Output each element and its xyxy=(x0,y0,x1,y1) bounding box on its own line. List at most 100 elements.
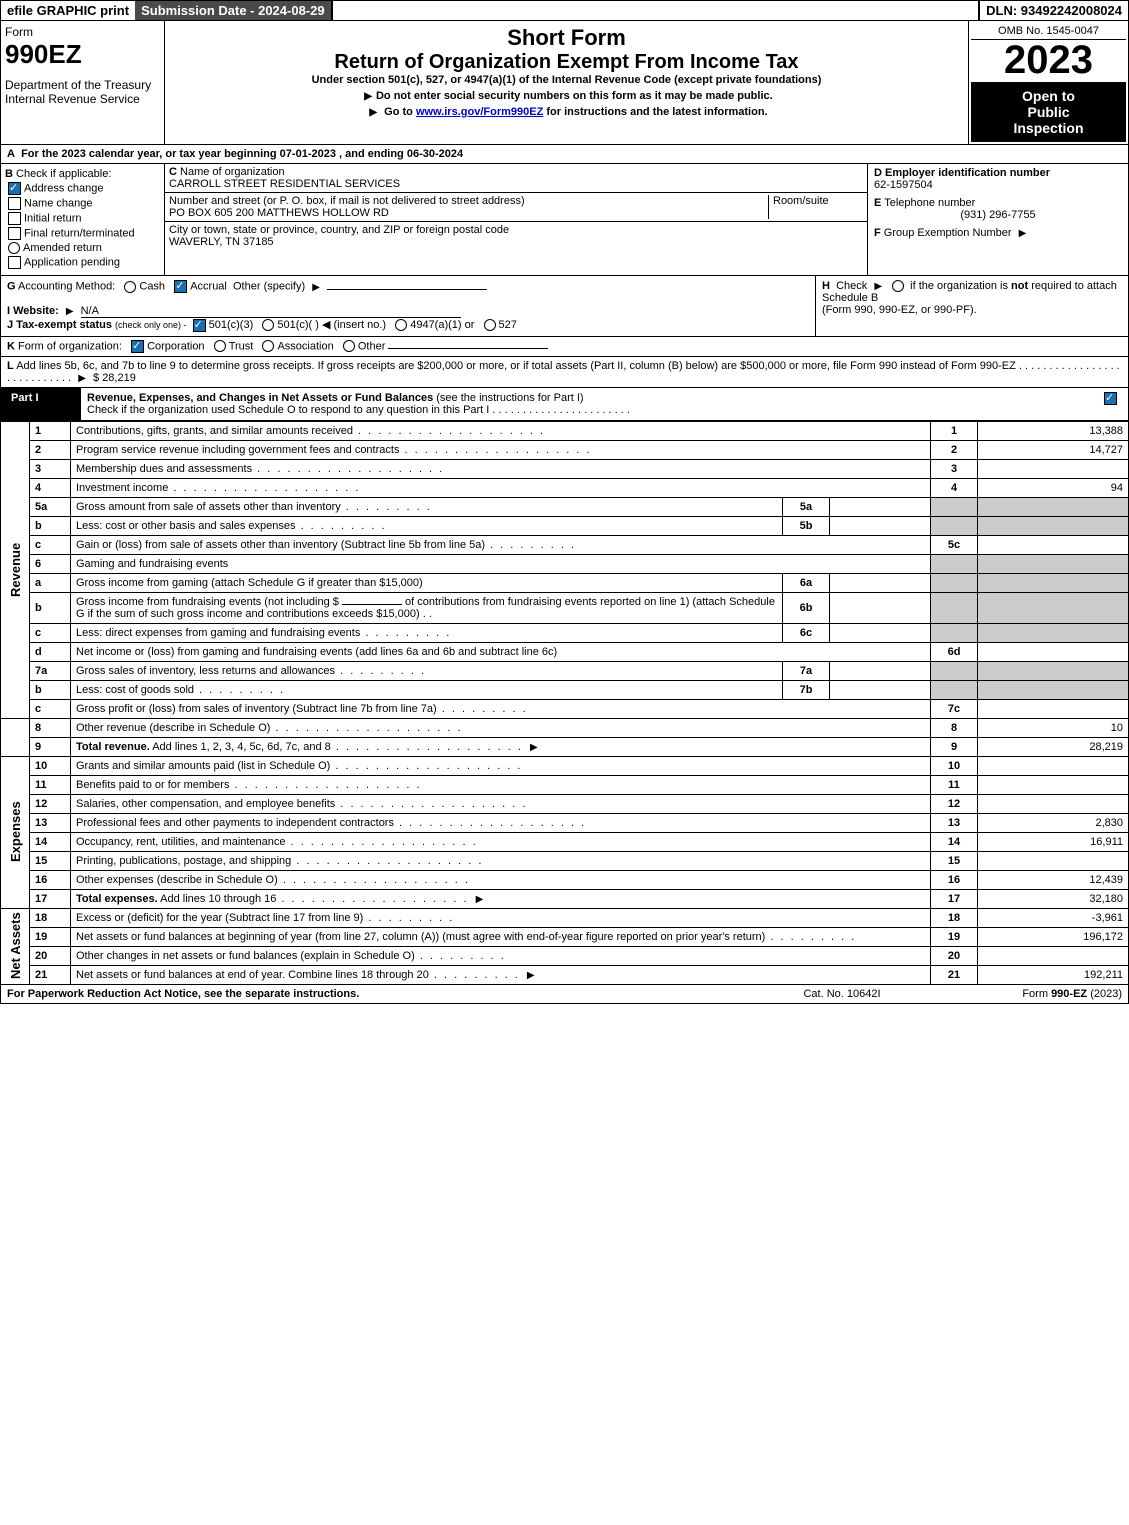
radio-icon[interactable] xyxy=(214,340,226,352)
group-exemption-row: F Group Exemption Number xyxy=(868,224,1128,242)
subval-6b xyxy=(830,592,931,623)
val-15 xyxy=(978,851,1129,870)
expenses-side-label: Expenses xyxy=(1,756,30,908)
g-other-input[interactable] xyxy=(327,289,487,290)
val-7a-shade xyxy=(978,661,1129,680)
j-527: 527 xyxy=(499,319,517,331)
rln-8: 8 xyxy=(931,718,978,737)
desc-21-text: Net assets or fund balances at end of ye… xyxy=(76,969,520,981)
e-label: E xyxy=(874,197,881,209)
val-7c xyxy=(978,699,1129,718)
ln-15: 15 xyxy=(30,851,71,870)
checkbox-icon[interactable] xyxy=(131,340,144,353)
val-9: 28,219 xyxy=(978,737,1129,756)
desc-20-text: Other changes in net assets or fund bala… xyxy=(76,950,506,962)
k-other: Other xyxy=(358,340,386,352)
radio-icon[interactable] xyxy=(892,280,904,292)
desc-5c-text: Gain or (loss) from sale of assets other… xyxy=(76,539,576,551)
part1-table: Revenue 1 Contributions, gifts, grants, … xyxy=(0,421,1129,985)
desc-17: Total expenses. Add lines 10 through 16 xyxy=(71,889,931,908)
subval-6a xyxy=(830,573,931,592)
rln-16: 16 xyxy=(931,870,978,889)
footer-right-form: 990-EZ xyxy=(1051,988,1087,1000)
checkbox-icon[interactable] xyxy=(193,319,206,332)
val-3 xyxy=(978,459,1129,478)
val-19: 196,172 xyxy=(978,927,1129,946)
f-label: F xyxy=(874,227,881,239)
footer-right-post: (2023) xyxy=(1087,988,1122,1000)
chk-final-return[interactable]: Final return/terminated xyxy=(5,227,160,240)
org-address: PO BOX 605 200 MATTHEWS HOLLOW RD xyxy=(169,207,389,219)
radio-icon[interactable] xyxy=(484,319,496,331)
line6b-amount-input[interactable] xyxy=(342,604,402,605)
col-c: C Name of organization CARROLL STREET RE… xyxy=(165,164,867,275)
rln-15: 15 xyxy=(931,851,978,870)
radio-icon[interactable] xyxy=(343,340,355,352)
chk-application-pending[interactable]: Application pending xyxy=(5,256,160,269)
desc-21: Net assets or fund balances at end of ye… xyxy=(71,965,931,984)
radio-icon[interactable] xyxy=(124,281,136,293)
checkbox-icon[interactable] xyxy=(174,280,187,293)
chk-amended-return[interactable]: Amended return xyxy=(5,242,160,254)
h-t4: (Form 990, 990-EZ, or 990-PF). xyxy=(822,304,977,316)
rln-3: 3 xyxy=(931,459,978,478)
ge-label: Group Exemption Number xyxy=(884,227,1012,239)
rln-7b-shade xyxy=(931,680,978,699)
top-spacer xyxy=(331,1,981,20)
part1-checkbox[interactable] xyxy=(1093,388,1128,420)
part1-label: Part I xyxy=(1,388,81,420)
val-7b-shade xyxy=(978,680,1129,699)
chk-address-change[interactable]: Address change xyxy=(5,182,160,195)
radio-icon[interactable] xyxy=(262,319,274,331)
desc-7c: Gross profit or (loss) from sales of inv… xyxy=(71,699,931,718)
val-10 xyxy=(978,756,1129,775)
rln-20: 20 xyxy=(931,946,978,965)
radio-icon[interactable] xyxy=(395,319,407,331)
ln-8: 8 xyxy=(30,718,71,737)
val-11 xyxy=(978,775,1129,794)
desc-5b: Less: cost or other basis and sales expe… xyxy=(71,516,783,535)
header-middle: Short Form Return of Organization Exempt… xyxy=(165,21,969,144)
desc-6c-text: Less: direct expenses from gaming and fu… xyxy=(76,627,451,639)
ln-6c: c xyxy=(30,623,71,642)
short-form-title: Short Form xyxy=(171,25,962,51)
netassets-side-label: Net Assets xyxy=(1,908,30,984)
radio-icon[interactable] xyxy=(262,340,274,352)
tax-year: 2023 xyxy=(971,40,1126,80)
address-row: Number and street (or P. O. box, if mail… xyxy=(165,193,867,222)
b-label: B xyxy=(5,168,13,180)
desc-6c: Less: direct expenses from gaming and fu… xyxy=(71,623,783,642)
val-6c-shade xyxy=(978,623,1129,642)
goto-post: for instructions and the latest informat… xyxy=(546,106,767,118)
val-1: 13,388 xyxy=(978,421,1129,440)
k-other-input[interactable] xyxy=(388,348,548,349)
subln-5b: 5b xyxy=(783,516,830,535)
ln-19: 19 xyxy=(30,927,71,946)
d-label: D xyxy=(874,167,882,179)
val-16: 12,439 xyxy=(978,870,1129,889)
desc-9-text: Add lines 1, 2, 3, 4, 5c, 6d, 7c, and 8 xyxy=(150,741,523,753)
desc-15-text: Printing, publications, postage, and shi… xyxy=(76,855,483,867)
val-8: 10 xyxy=(978,718,1129,737)
val-6-shade xyxy=(978,554,1129,573)
j-sub: (check only one) - xyxy=(115,320,187,330)
desc-17-bold: Total expenses. xyxy=(76,893,158,905)
desc-7a-text: Gross sales of inventory, less returns a… xyxy=(76,665,426,677)
g-accrual: Accrual xyxy=(190,281,227,293)
ln-6a: a xyxy=(30,573,71,592)
chk-name-change[interactable]: Name change xyxy=(5,197,160,210)
desc-4: Investment income xyxy=(71,478,931,497)
j-501c: 501(c)( ) xyxy=(277,319,319,331)
subval-6c xyxy=(830,623,931,642)
desc-5b-text: Less: cost or other basis and sales expe… xyxy=(76,520,387,532)
ln-6d: d xyxy=(30,642,71,661)
row-l: L Add lines 5b, 6c, and 7b to line 9 to … xyxy=(0,357,1129,388)
rln-6-shade xyxy=(931,554,978,573)
ln-7c: c xyxy=(30,699,71,718)
irs-link[interactable]: www.irs.gov/Form990EZ xyxy=(416,106,543,118)
dln-label: DLN: 93492242008024 xyxy=(980,1,1128,20)
chk-initial-return[interactable]: Initial return xyxy=(5,212,160,225)
open-line3: Inspection xyxy=(975,120,1122,136)
val-6b-shade xyxy=(978,592,1129,623)
part1-header: Part I Revenue, Expenses, and Changes in… xyxy=(0,388,1129,421)
